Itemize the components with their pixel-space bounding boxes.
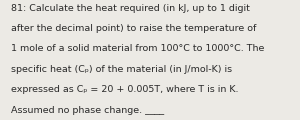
Text: expressed as Cₚ = 20 + 0.005T, where T is in K.: expressed as Cₚ = 20 + 0.005T, where T i… [11,85,238,94]
Text: Assumed no phase change. ____: Assumed no phase change. ____ [11,106,164,115]
Text: after the decimal point) to raise the temperature of: after the decimal point) to raise the te… [11,24,256,33]
Text: 81: Calculate the heat required (in kJ, up to 1 digit: 81: Calculate the heat required (in kJ, … [11,4,249,13]
Text: 1 mole of a solid material from 100°C to 1000°C. The: 1 mole of a solid material from 100°C to… [11,44,264,53]
Text: specific heat (Cₚ) of the material (in J/mol-K) is: specific heat (Cₚ) of the material (in J… [11,65,232,74]
